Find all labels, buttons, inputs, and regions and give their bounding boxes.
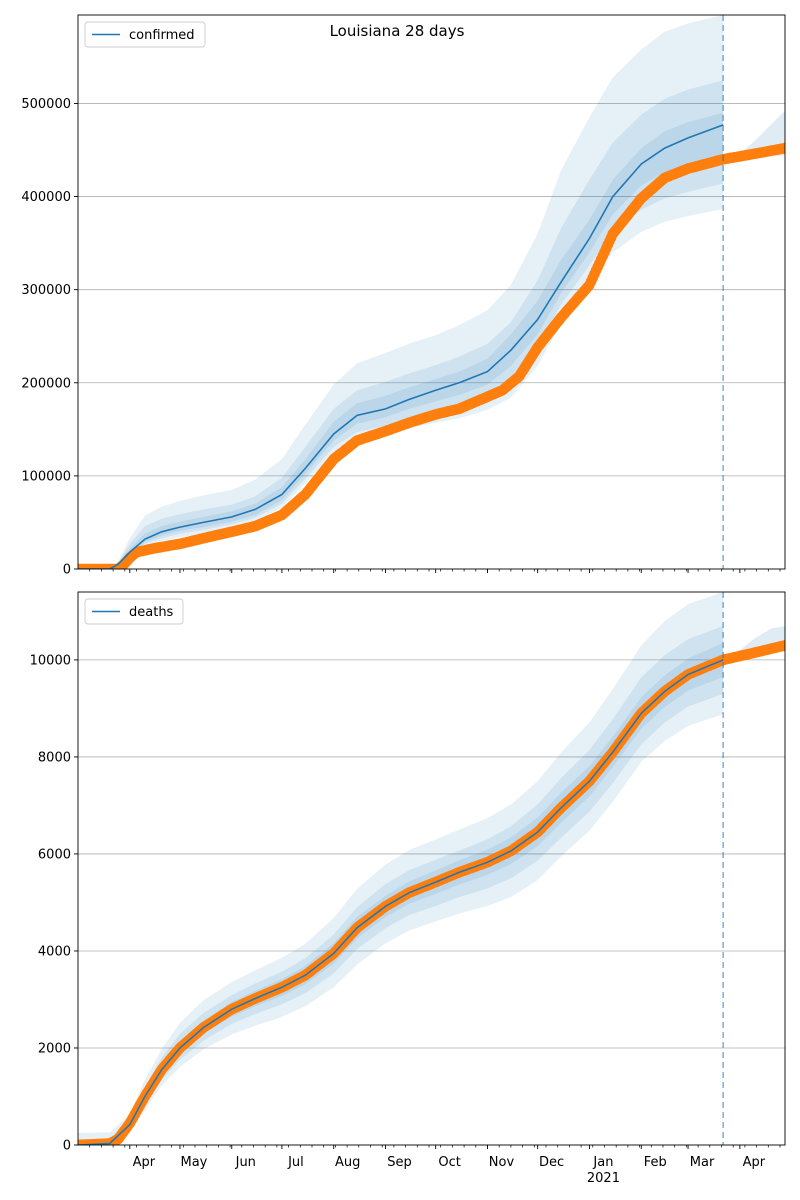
observed-point bbox=[779, 640, 785, 651]
plot-area bbox=[78, 592, 785, 1145]
deaths-panel: 0 2000 4000 6000 8000 10000 Apr May Jun Jul Aug Sep… bbox=[30, 591, 786, 1186]
figure-title: Louisiana 28 days bbox=[330, 22, 465, 40]
band-inner bbox=[78, 112, 724, 569]
confirmed-panel: 0 100000 200000 300000 400000 500000 confirmed bbox=[21, 14, 786, 578]
x-tick-label: Dec bbox=[539, 1155, 564, 1170]
median-line bbox=[78, 659, 724, 1145]
y-tick-label: 4000 bbox=[38, 944, 71, 959]
x-tick-label: Sep bbox=[387, 1155, 412, 1170]
x-tick-label: Apr bbox=[743, 1155, 766, 1170]
legend-box bbox=[84, 598, 184, 625]
band-middle bbox=[78, 80, 724, 569]
x-tick-label: Jan bbox=[592, 1155, 613, 1170]
x-tick-sublabel: 2021 bbox=[587, 1171, 620, 1186]
plot-area bbox=[78, 15, 785, 569]
median-line bbox=[78, 124, 724, 569]
observed-series bbox=[78, 142, 785, 569]
x-tick-label: Jun bbox=[235, 1155, 256, 1170]
y-tick-label: 2000 bbox=[38, 1041, 71, 1056]
x-tick-label: Feb bbox=[644, 1155, 667, 1170]
observed-point bbox=[779, 142, 785, 154]
band-outer bbox=[78, 15, 724, 569]
y-tick-label: 300000 bbox=[21, 283, 71, 298]
legend-label: deaths bbox=[129, 605, 174, 620]
band-middle bbox=[78, 626, 724, 1145]
x-tick-label: Mar bbox=[690, 1155, 715, 1170]
axes-frame bbox=[77, 591, 786, 1146]
y-tick-label: 0 bbox=[63, 563, 71, 578]
y-tick-label: 200000 bbox=[21, 376, 71, 391]
x-tick-label: May bbox=[181, 1155, 208, 1170]
x-tick-label: Jul bbox=[287, 1155, 304, 1170]
y-tick-label: 8000 bbox=[38, 750, 71, 765]
axes-frame bbox=[77, 14, 786, 570]
x-tick-label: Nov bbox=[489, 1155, 515, 1170]
y-tick-label: 0 bbox=[63, 1139, 71, 1154]
y-tick-label: 500000 bbox=[21, 97, 71, 112]
x-tick-label: Aug bbox=[335, 1155, 360, 1170]
y-tick-label: 100000 bbox=[21, 469, 71, 484]
legend-label: confirmed bbox=[129, 28, 195, 43]
y-tick-label: 10000 bbox=[30, 653, 71, 668]
y-tick-label: 400000 bbox=[21, 190, 71, 205]
x-tick-label: Apr bbox=[133, 1155, 156, 1170]
legend-box bbox=[84, 21, 206, 48]
y-tick-label: 6000 bbox=[38, 847, 71, 862]
x-tick-label: Oct bbox=[438, 1155, 460, 1170]
